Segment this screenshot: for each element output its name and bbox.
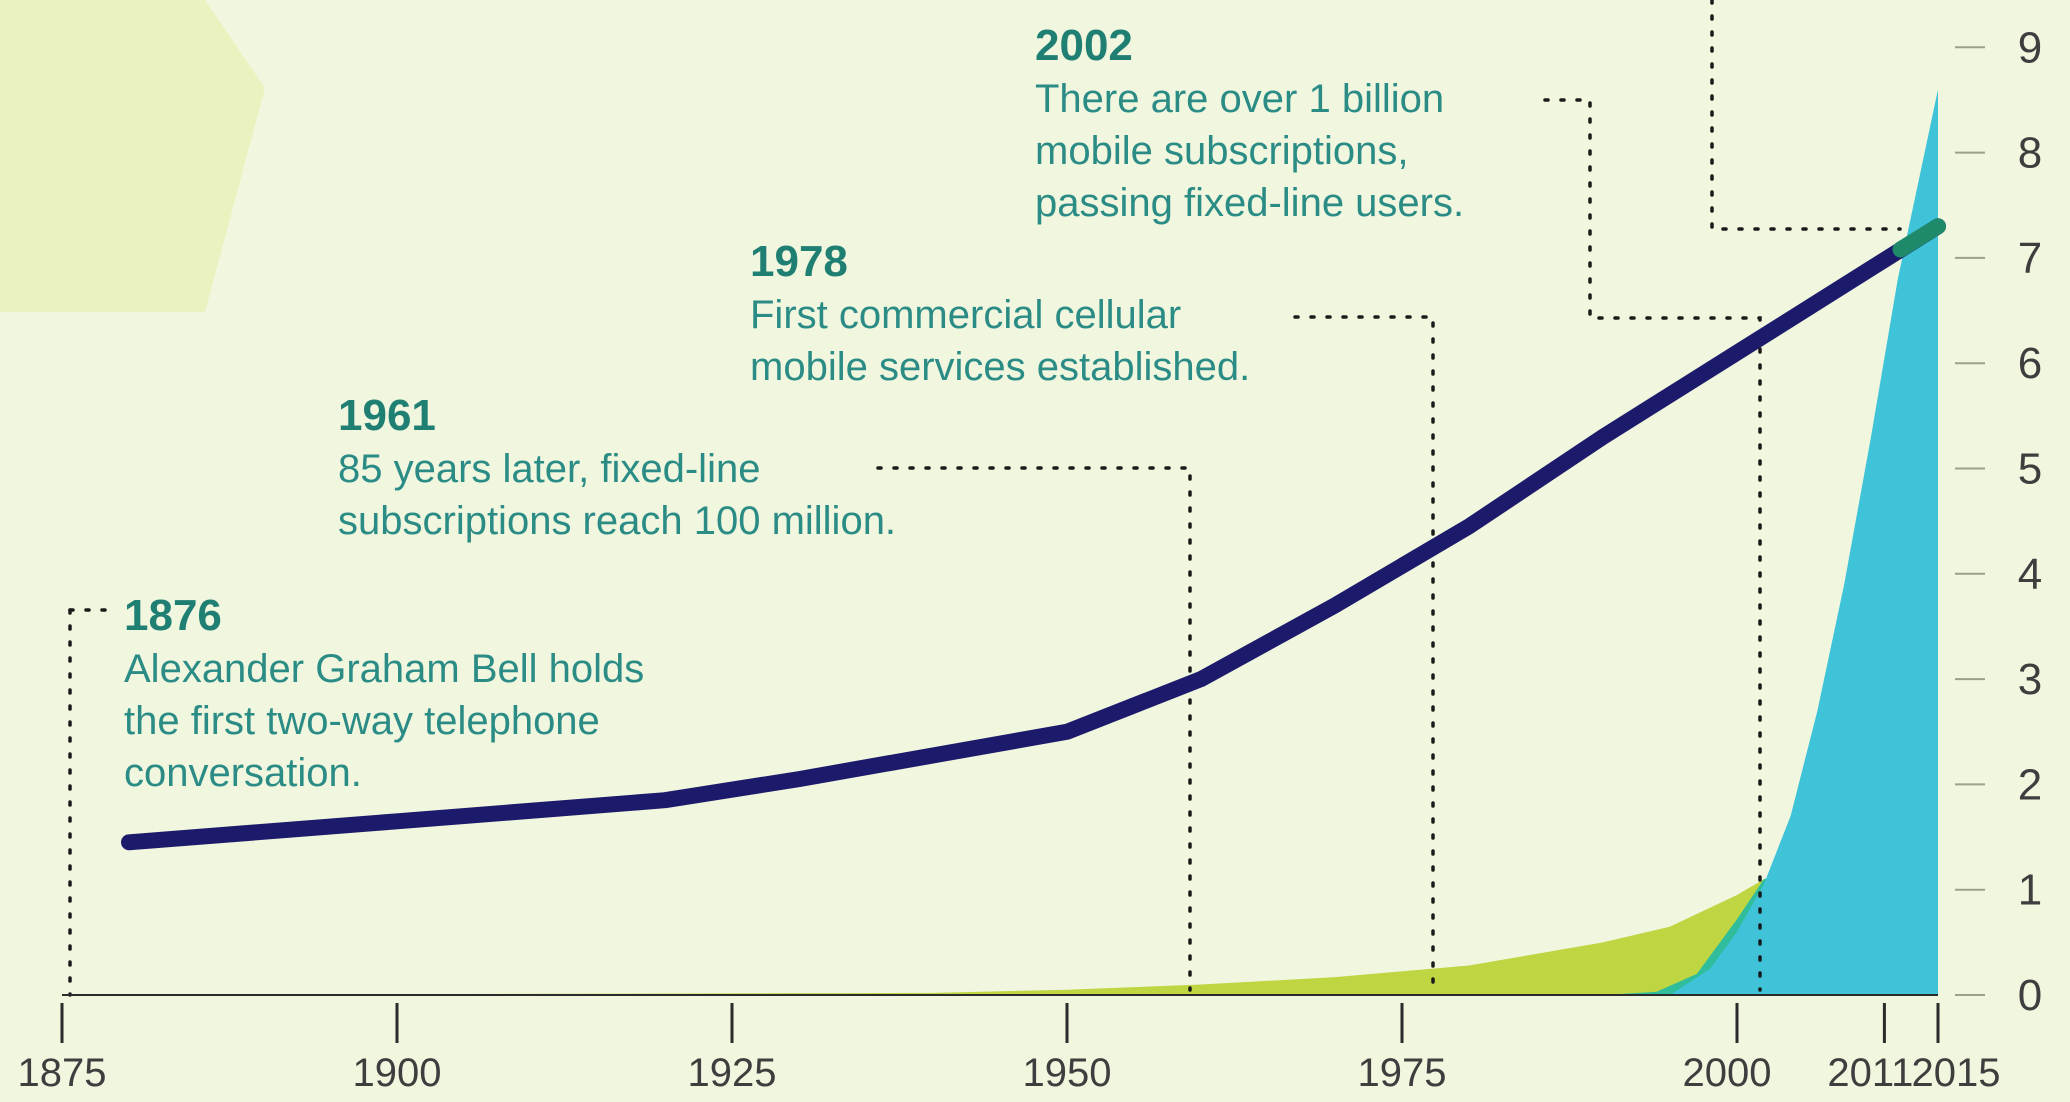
annotation-2002-year: 2002 <box>1035 21 1133 70</box>
annotation-1978: 1978 First commercial cellular mobile serv… <box>750 237 1250 389</box>
area-series-1 <box>62 866 1938 995</box>
guide-2002 <box>1543 98 1762 992</box>
annotation-2002-line-0: There are over 1 billion <box>1035 77 1444 121</box>
y-tick-label-9: 9 <box>2018 23 2042 72</box>
y-tick-label-3: 3 <box>2018 655 2042 704</box>
guide-1978 <box>1293 315 1435 992</box>
x-tick-label-2000: 2000 <box>1683 1051 1772 1095</box>
y-tick-label-0: 0 <box>2018 971 2042 1020</box>
annotation-1961-line-0: 85 years later, fixed-line <box>338 447 760 491</box>
annotation-2002-line-1: mobile subscriptions, <box>1035 129 1409 173</box>
x-tick-label-2011: 2011 <box>1827 1051 1913 1095</box>
x-tick-label-1975: 1975 <box>1358 1051 1447 1095</box>
y-tick-label-1: 1 <box>2018 866 2042 915</box>
annotation-1978-year: 1978 <box>750 237 848 286</box>
annotation-1876-line-2: conversation. <box>124 751 362 795</box>
x-tick-label-1900: 1900 <box>353 1051 442 1095</box>
y-tick-label-8: 8 <box>2018 129 2042 178</box>
annotation-1876-line-0: Alexander Graham Bell holds <box>124 647 644 691</box>
line-series-tip <box>1892 218 1946 258</box>
annotation-1978-line-0: First commercial cellular <box>750 293 1181 337</box>
x-tick-label-2015: 2015 <box>1912 1051 2001 1095</box>
guide-1961 <box>876 466 1192 992</box>
annotation-2002-line-2: passing fixed-line users. <box>1035 181 1464 225</box>
annotation-1961: 1961 85 years later, fixed-line subscripti… <box>338 391 896 543</box>
y-tick-label-4: 4 <box>2018 550 2042 599</box>
annotation-1876: 1876 Alexander Graham Bell holds the first… <box>124 591 644 795</box>
y-tick-label-6: 6 <box>2018 339 2042 388</box>
annotation-1876-year: 1876 <box>124 591 222 640</box>
guide-2011 <box>1710 0 1902 231</box>
line-series-0 <box>121 218 1946 851</box>
x-tick-label-1875: 1875 <box>18 1051 107 1095</box>
y-tick-label-2: 2 <box>2018 760 2042 809</box>
y-tick-label-5: 5 <box>2018 445 2042 494</box>
x-tick-label-1950: 1950 <box>1023 1051 1112 1095</box>
annotation-1961-line-1: subscriptions reach 100 million. <box>338 499 896 543</box>
annotation-1961-year: 1961 <box>338 391 436 440</box>
annotation-2002: 2002 There are over 1 billion mobile subsc… <box>1035 21 1464 225</box>
annotation-1978-line-1: mobile services established. <box>750 345 1250 389</box>
annotation-1876-line-1: the first two-way telephone <box>124 699 600 743</box>
decorative-banner-shape <box>0 0 265 312</box>
x-tick-label-1925: 1925 <box>688 1051 777 1095</box>
y-tick-label-7: 7 <box>2018 234 2042 283</box>
